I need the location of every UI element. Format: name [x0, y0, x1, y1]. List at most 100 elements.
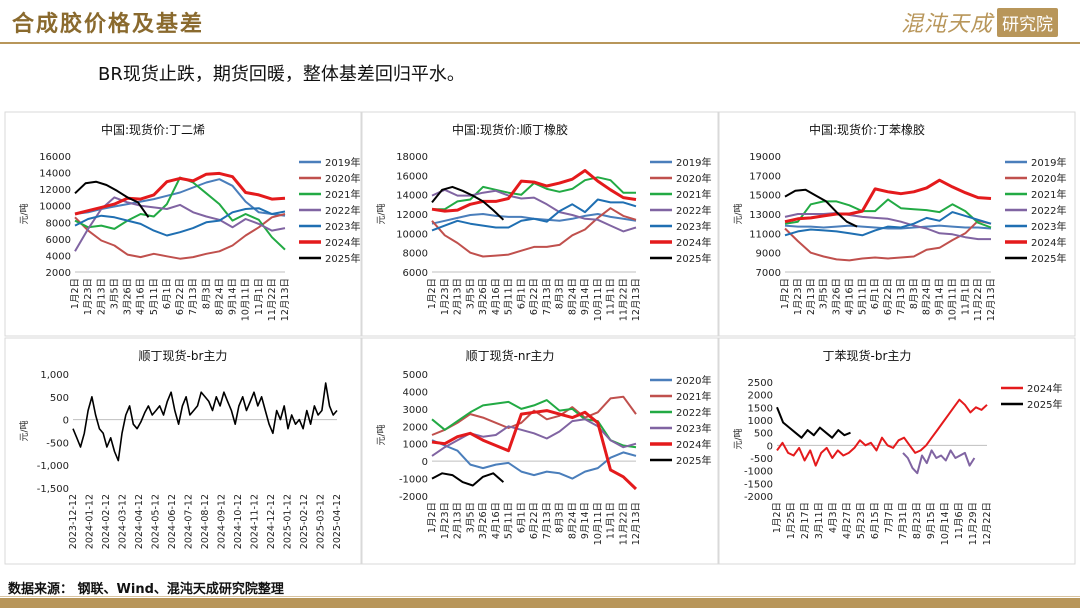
- series-line-2024年: [74, 171, 286, 216]
- y-axis-label: 元/吨: [18, 203, 30, 224]
- y-tick-label: 500: [754, 429, 773, 440]
- y-tick-label: 15000: [749, 191, 781, 202]
- x-tick-label: 1月23日: [440, 278, 451, 315]
- x-tick-label: 2024-09-12: [217, 494, 228, 549]
- series-line-2019年: [784, 224, 992, 230]
- y-tick-label: 0: [63, 416, 69, 427]
- x-tick-label: 4月16日: [844, 278, 855, 315]
- y-tick-label: 0: [422, 457, 428, 468]
- x-tick-label: 8月23日: [912, 502, 923, 539]
- series-line-2020年: [74, 213, 286, 260]
- legend-label: 2023年: [325, 220, 360, 233]
- y-tick-label: 5000: [403, 370, 428, 381]
- x-tick-label: 7月31日: [898, 502, 909, 539]
- x-tick-label: 8月3日: [909, 278, 920, 309]
- x-tick-label: 12月13日: [986, 278, 997, 321]
- legend-label: 2020年: [325, 172, 360, 185]
- chart-frame: [4, 337, 362, 565]
- x-tick-label: 6月22日: [883, 278, 894, 315]
- chart-title: 顺丁现货-br主力: [139, 348, 228, 363]
- y-tick-label: 6000: [46, 235, 71, 246]
- x-tick-label: 3月26日: [478, 278, 489, 315]
- x-tick-label: 11月1日: [960, 278, 971, 315]
- x-tick-label: 5月11日: [504, 278, 515, 315]
- x-tick-label: 3月5日: [465, 502, 476, 533]
- x-tick-label: 6月1日: [162, 278, 173, 309]
- series-line-2023年: [431, 198, 637, 232]
- series-line-2025年: [431, 472, 505, 487]
- y-tick-label: -1500: [744, 479, 773, 490]
- x-tick-label: 2025-04-12: [332, 494, 343, 549]
- logo-box: 研究院: [997, 7, 1058, 37]
- x-tick-label: 9月14日: [935, 278, 946, 315]
- footer-line: [0, 596, 1080, 597]
- x-tick-label: 2023-12-12: [68, 494, 79, 549]
- x-tick-label: 4月16日: [136, 278, 147, 315]
- x-tick-label: 11月22日: [267, 278, 278, 321]
- x-tick-label: 8月3日: [201, 278, 212, 309]
- x-tick-label: 12月13日: [280, 278, 291, 321]
- source-note: 数据来源： 钢联、Wind、混沌天成研究院整理: [8, 582, 284, 597]
- x-tick-label: 1月23日: [793, 278, 804, 315]
- x-tick-label: 2024-12-12: [266, 494, 277, 549]
- y-tick-label: 2000: [403, 422, 428, 433]
- x-tick-label: 8月3日: [555, 502, 566, 533]
- x-tick-label: 10月11日: [947, 278, 958, 321]
- series-line-2023年: [784, 211, 992, 237]
- legend-label: 2020年: [676, 172, 711, 185]
- x-tick-label: 9月14日: [228, 278, 239, 315]
- x-tick-label: 1月2日: [772, 502, 783, 533]
- x-tick-label: 10月11日: [593, 502, 604, 545]
- series-line-2020年: [784, 219, 992, 262]
- chart-panel-1: 中国:现货价:丁二烯 16000 14000 12000 10000 8000 6000 40…: [4, 111, 362, 337]
- legend-label: 2024年: [1031, 236, 1066, 249]
- legend-label: 2025年: [676, 252, 711, 265]
- x-tick-label: 10月14日: [940, 502, 951, 545]
- x-tick-label: 3月26日: [478, 502, 489, 539]
- x-tick-label: 2024-03-12: [118, 494, 129, 549]
- y-tick-label: 0: [767, 441, 773, 452]
- y-tick-label: 10000: [39, 202, 71, 213]
- x-tick-label: 9月14日: [580, 502, 591, 539]
- x-tick-label: 2024-10-12: [233, 494, 244, 549]
- page-title: 合成胶价格及基差: [12, 11, 205, 37]
- y-axis-label: 元/吨: [18, 420, 30, 441]
- x-tick-label: 11月22日: [618, 278, 629, 321]
- x-tick-label: 8月24日: [567, 502, 578, 539]
- x-tick-label: 1月23日: [83, 278, 94, 315]
- x-tick-label: 7月13日: [188, 278, 199, 315]
- x-tick-label: 10月11日: [593, 278, 604, 321]
- brand-logo: 混沌天成 研究院: [901, 6, 1058, 38]
- y-tick-label: 14000: [396, 191, 428, 202]
- y-tick-label: 19000: [749, 152, 781, 163]
- series-line: [72, 382, 338, 462]
- legend-label: 2022年: [676, 406, 711, 419]
- y-tick-label: 4000: [403, 387, 428, 398]
- y-tick-label: 4000: [46, 251, 71, 262]
- chart-title: 顺丁现货-nr主力: [466, 348, 555, 363]
- x-tick-label: 6月22日: [529, 278, 540, 315]
- y-tick-label: 8000: [403, 249, 428, 260]
- y-tick-label: 2000: [748, 391, 773, 402]
- x-tick-label: 6月15日: [870, 502, 881, 539]
- series-line-2025年: [784, 188, 858, 228]
- chart-frame: [718, 337, 1076, 565]
- x-tick-label: 2月13日: [453, 278, 464, 315]
- legend-label: 2022年: [325, 204, 360, 217]
- x-tick-label: 12月13日: [631, 502, 642, 545]
- x-tick-label: 8月24日: [567, 278, 578, 315]
- legend-label: 2024年: [1027, 382, 1062, 395]
- y-tick-label: 3000: [403, 405, 428, 416]
- legend-label: 2023年: [676, 422, 711, 435]
- x-tick-label: 12月13日: [631, 278, 642, 321]
- x-tick-label: 2025-01-12: [283, 494, 294, 549]
- legend-label: 2022年: [676, 204, 711, 217]
- summary-text: BR现货止跌，期货回暖，整体基差回归平水。: [98, 64, 465, 85]
- y-tick-label: 1000: [403, 440, 428, 451]
- x-tick-label: 7月13日: [542, 502, 553, 539]
- series-line-2023年: [74, 207, 286, 237]
- y-tick-label: 10000: [396, 229, 428, 240]
- x-tick-label: 2024-08-12: [200, 494, 211, 549]
- footer-bar: [0, 598, 1080, 608]
- y-tick-label: 1500: [748, 403, 773, 414]
